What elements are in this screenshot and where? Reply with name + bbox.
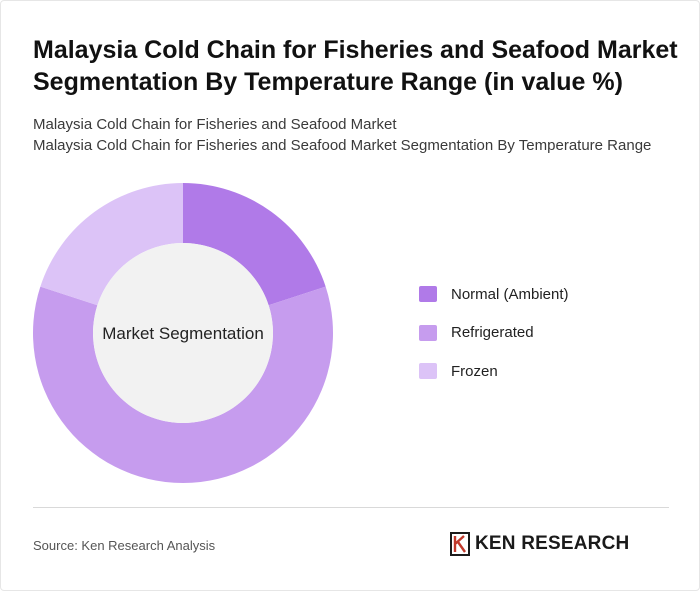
chart-area: Market Segmentation Normal (Ambient) Refr… [1,171,700,501]
subtitle-line-1: Malaysia Cold Chain for Fisheries and Se… [33,116,397,133]
subtitle-line-2: Malaysia Cold Chain for Fisheries and Se… [33,137,652,154]
legend-swatch [419,286,437,302]
legend-item: Frozen [419,361,569,381]
brand-logo: KEN RESEARCH [449,532,629,556]
donut-slice-normal-ambient [183,183,326,306]
legend-item: Refrigerated [419,323,569,343]
legend-label: Normal (Ambient) [451,285,569,303]
footer-divider [33,507,669,508]
ken-research-logo-icon [450,532,470,556]
donut-chart: Market Segmentation [33,183,333,484]
chart-subtitle: Malaysia Cold Chain for Fisheries and Se… [33,114,683,156]
donut-slice-refrigerated [33,286,333,484]
legend-label: Frozen [451,362,498,380]
source-note: Source: Ken Research Analysis [33,538,216,553]
legend-swatch [419,324,437,341]
legend-swatch [419,363,437,379]
donut-slice-frozen [40,183,183,306]
legend-label: Refrigerated [451,324,534,341]
brand-name: KEN RESEARCH [475,533,630,554]
donut-center [93,243,273,423]
chart-legend: Normal (Ambient) Refrigerated Frozen [419,284,569,400]
chart-title: Malaysia Cold Chain for Fisheries and Se… [33,36,678,96]
legend-item: Normal (Ambient) [419,284,569,304]
donut-center-label: Market Segmentation [102,324,264,343]
